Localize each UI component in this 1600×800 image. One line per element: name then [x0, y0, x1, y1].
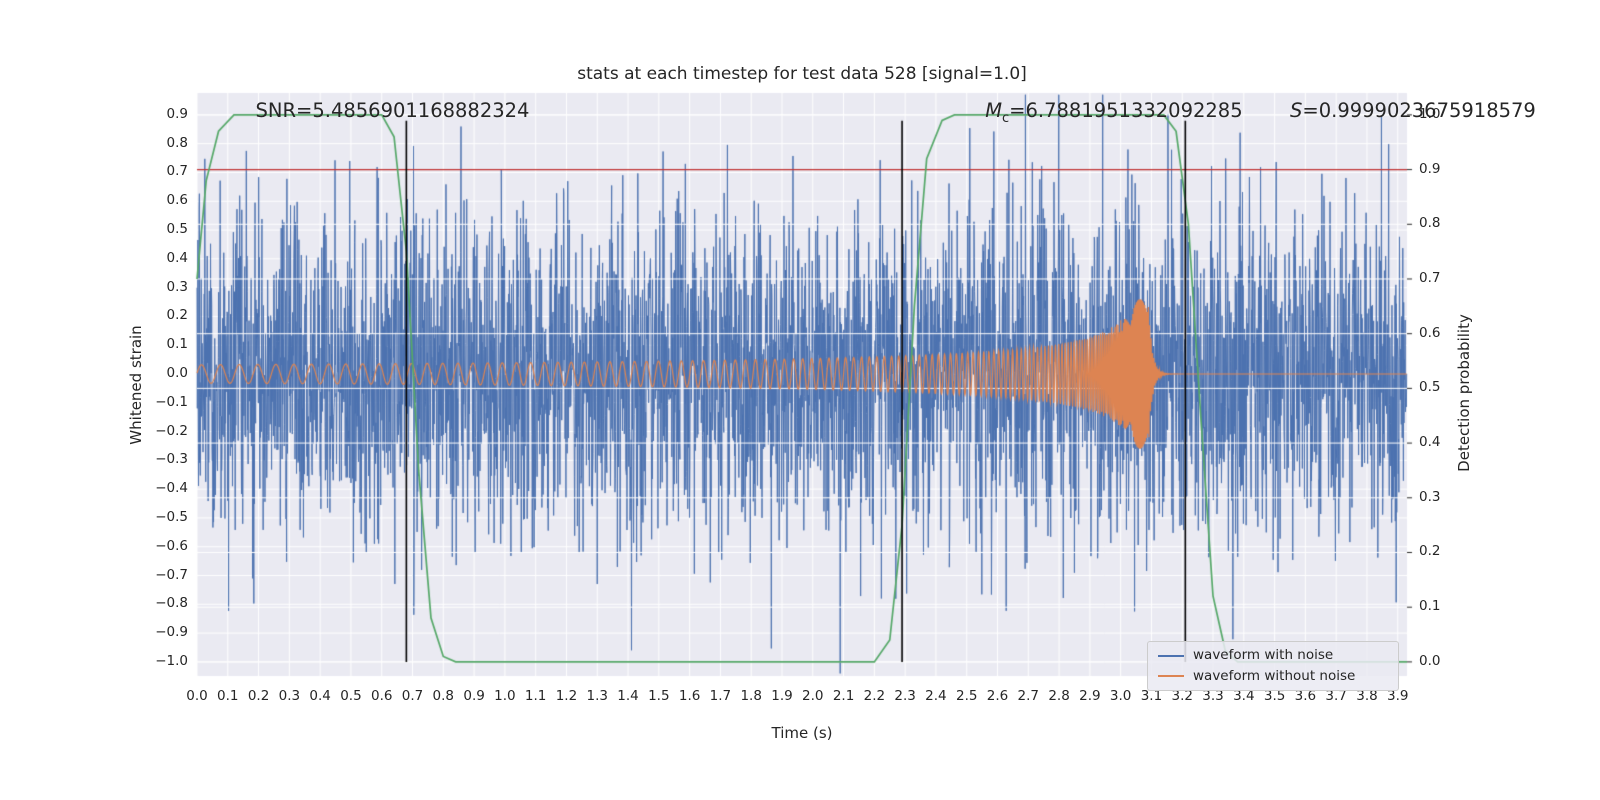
y-tick-label-right: 0.6	[1419, 324, 1441, 341]
x-tick-label: 0.8	[432, 688, 455, 704]
x-tick-label: 1.2	[555, 688, 578, 704]
y-tick-label-left: 0.3	[166, 278, 188, 295]
x-tick-label: 2.7	[1017, 688, 1040, 704]
x-tick-label: 1.9	[771, 688, 793, 704]
x-tick-label: 2.3	[894, 688, 916, 704]
y-tick-label-right: 0.1	[1419, 598, 1441, 615]
x-tick-label: 3.7	[1325, 688, 1347, 704]
y-tick-label-left: 0.6	[166, 192, 188, 209]
x-tick-label: 1.8	[740, 688, 762, 704]
y-tick-label-left: −0.2	[155, 422, 188, 439]
x-tick-label: 0.2	[247, 688, 270, 704]
x-tick-label: 3.1	[1140, 688, 1163, 704]
x-tick-label: 0.4	[309, 688, 331, 704]
x-tick-label: 3.8	[1356, 688, 1378, 704]
y-tick-label-left: −0.6	[155, 537, 188, 554]
x-tick-label: 1.6	[678, 688, 701, 704]
y-tick-label-left: 0.7	[166, 163, 188, 180]
y-tick-label-left: 0.0	[166, 364, 188, 381]
x-tick-label: 0.6	[370, 688, 393, 704]
annotation-significance: S=0.9999023675918579	[1290, 99, 1536, 122]
x-tick-label: 1.7	[709, 688, 732, 704]
x-tick-label: 2.4	[925, 688, 947, 704]
annotation-significance-value: =0.9999023675918579	[1302, 99, 1536, 122]
y-tick-label-right: 0.0	[1419, 652, 1441, 669]
y-axis-label-right: Detection probability	[1455, 314, 1473, 472]
legend-item-with-noise: waveform with noise	[1158, 647, 1388, 663]
x-tick-label: 2.5	[955, 688, 978, 704]
y-tick-label-right: 0.7	[1419, 269, 1441, 286]
y-tick-label-right: 0.2	[1419, 543, 1441, 560]
x-tick-label: 3.2	[1171, 688, 1193, 704]
y-tick-label-right: 0.4	[1419, 434, 1441, 451]
x-tick-label: 0.9	[463, 688, 485, 704]
y-tick-label-left: −0.3	[155, 451, 188, 468]
annotation-chirp-mass-var: M	[985, 99, 1003, 122]
annotation-chirp-mass-value: =6.7881951332092285	[1009, 99, 1243, 122]
y-tick-label-right: 0.9	[1419, 160, 1441, 177]
y-tick-label-right: 0.8	[1419, 215, 1441, 232]
x-tick-label: 2.6	[986, 688, 1009, 704]
y-tick-label-left: −0.4	[155, 480, 188, 497]
x-tick-label: 2.0	[802, 688, 824, 704]
y-tick-label-right: 0.5	[1419, 379, 1441, 396]
x-tick-label: 1.4	[617, 688, 639, 704]
x-tick-label: 2.9	[1079, 688, 1101, 704]
y-tick-label-left: −1.0	[155, 652, 188, 669]
y-tick-label-left: 0.1	[166, 336, 188, 353]
legend: waveform with noise waveform without noi…	[1147, 641, 1399, 691]
y-tick-label-left: −0.7	[155, 566, 188, 583]
x-tick-label: 1.3	[586, 688, 608, 704]
x-tick-label: 0.3	[278, 688, 301, 704]
y-tick-label-left: 0.2	[166, 307, 188, 324]
y-tick-label-left: 0.5	[166, 221, 188, 238]
x-tick-label: 3.0	[1109, 688, 1132, 704]
x-tick-label: 3.3	[1202, 688, 1224, 704]
annotation-snr-text: SNR=5.4856901168882324	[255, 99, 530, 122]
x-tick-label: 0.1	[217, 688, 239, 704]
x-tick-label: 1.1	[524, 688, 547, 704]
y-tick-label-left: 0.4	[166, 249, 188, 266]
annotation-chirp-mass: Mc=6.7881951332092285	[985, 99, 1242, 126]
x-tick-label: 1.5	[648, 688, 670, 704]
y-tick-label-right: 1.0	[1419, 105, 1441, 122]
x-axis-label: Time (s)	[771, 724, 833, 742]
x-tick-label: 2.2	[863, 688, 886, 704]
x-tick-label: 1.0	[494, 688, 516, 704]
legend-item-without-noise: waveform without noise	[1158, 667, 1388, 684]
x-tick-label: 3.6	[1294, 688, 1317, 704]
x-tick-label: 2.8	[1048, 688, 1070, 704]
y-tick-label-left: 0.9	[166, 105, 188, 122]
x-tick-label: 3.9	[1387, 688, 1409, 704]
chart-title: stats at each timestep for test data 528…	[577, 64, 1027, 84]
x-tick-label: 0.0	[186, 688, 208, 704]
y-tick-label-left: −0.5	[155, 508, 188, 525]
annotation-chirp-mass-sub: c	[1002, 110, 1010, 126]
annotation-snr: SNR=5.4856901168882324	[255, 99, 529, 122]
legend-label-without-noise: waveform without noise	[1193, 667, 1356, 684]
x-tick-label: 0.7	[401, 688, 424, 704]
y-tick-label-left: −0.1	[155, 393, 188, 410]
x-tick-label: 3.4	[1233, 688, 1255, 704]
y-tick-label-left: −0.8	[155, 595, 188, 612]
y-tick-label-left: 0.8	[166, 134, 188, 151]
x-tick-label: 3.5	[1263, 688, 1286, 704]
legend-line-without-noise	[1158, 675, 1184, 678]
legend-line-with-noise	[1158, 654, 1184, 657]
annotation-significance-var: S	[1290, 99, 1303, 122]
x-tick-label: 2.1	[832, 688, 855, 704]
y-tick-label-left: −0.9	[155, 624, 188, 641]
x-tick-label: 0.5	[340, 688, 362, 704]
legend-label-with-noise: waveform with noise	[1193, 647, 1334, 663]
y-tick-label-right: 0.3	[1419, 488, 1441, 505]
